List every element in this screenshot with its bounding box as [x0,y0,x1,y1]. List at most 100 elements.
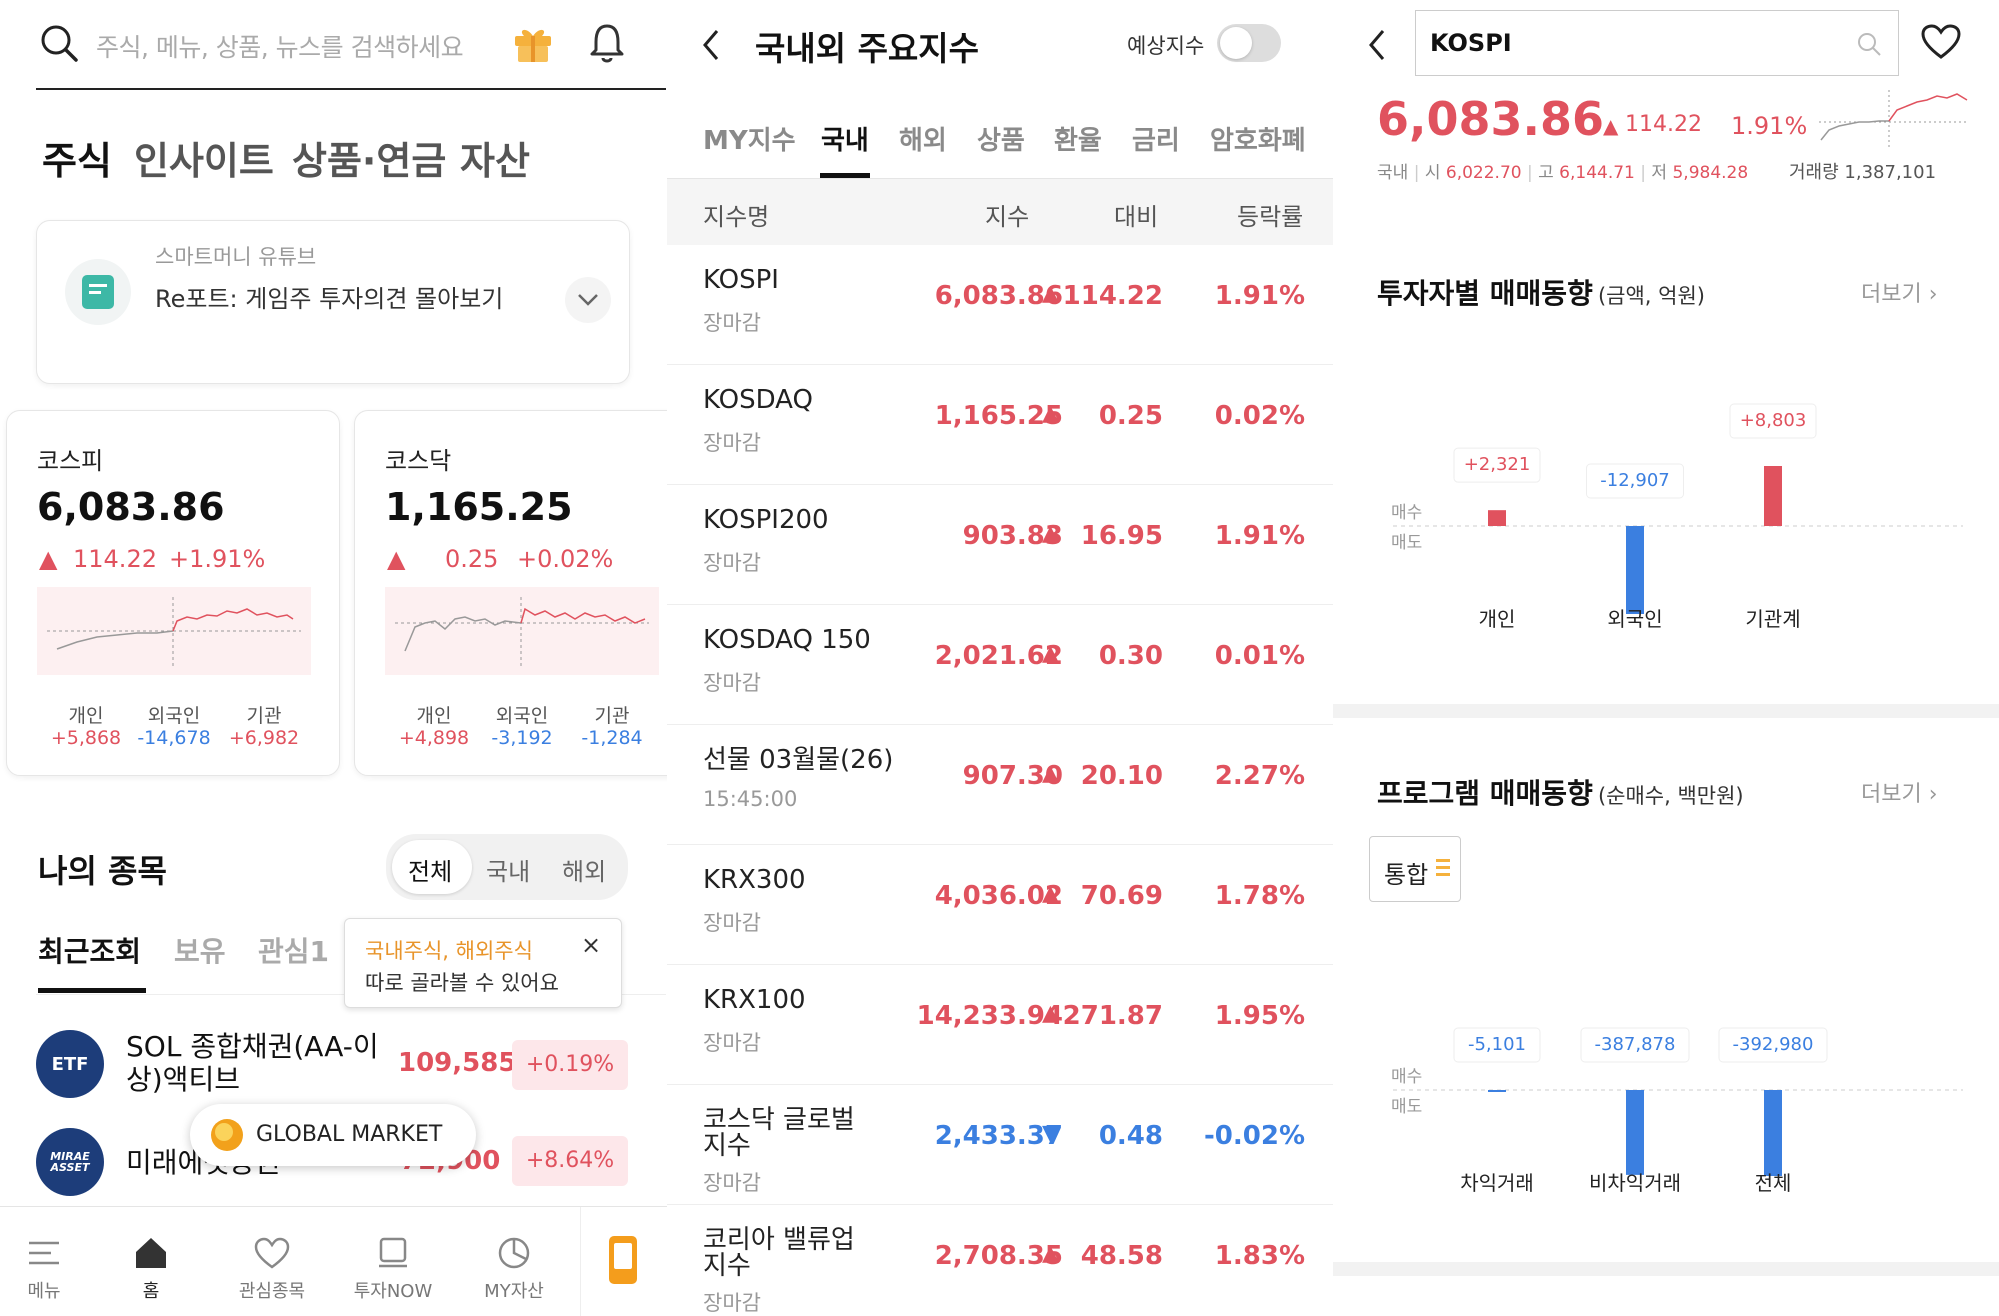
category-label: 차익거래 [1460,1171,1534,1195]
banner-title: Re포트: 게임주 투자의견 몰아보기 [155,285,504,313]
close-icon[interactable]: × [581,931,602,959]
index-pct: 1.91% [1214,521,1305,551]
investor-value: +5,868 [50,727,122,749]
data-label: -12,907 [1600,470,1669,491]
index-row[interactable]: 선물 03월물(26) 15:45:00 907.30 ▲ 20.10 2.27% [667,725,1333,845]
search-icon[interactable] [1856,31,1882,57]
expected-index-toggle[interactable] [1217,24,1281,62]
chevron-right-icon: › [1928,782,1938,807]
tab-rates[interactable]: 금리 [1132,126,1180,156]
index-value: 2,433.37 [934,1121,1063,1151]
tab-indicator [820,173,870,178]
subtab-holdings[interactable]: 보유 [174,935,226,968]
search-input[interactable]: 주식, 메뉴, 상품, 뉴스를 검색하세요 [96,33,464,62]
index-row[interactable]: KOSDAQ 150 장마감 2,021.62 ▲ 0.30 0.01% [667,605,1333,725]
column-header: 지수 [985,203,1030,231]
value-bubble [1453,447,1541,483]
index-card-kosdaq[interactable]: 코스닥 1,165.25 ▲ 0.25 +0.02% 개인 외국인 기관 +4,… [354,410,667,776]
gift-icon[interactable] [512,24,554,64]
tab-assets[interactable]: 자산 [460,139,530,183]
category-label: 개인 [1479,607,1516,631]
tab-crypto[interactable]: 암호화폐 [1210,126,1306,156]
youtube-banner[interactable]: 스마트머니 유튜브 Re포트: 게임주 투자의견 몰아보기 [36,220,630,384]
index-row[interactable]: 코리아 밸류업 지수 장마감 2,708.35 ▲ 48.58 1.83% [667,1205,1333,1316]
global-market-button[interactable]: GLOBAL MARKET [190,1104,476,1166]
section-title: 투자자별 매매동향 [1377,277,1593,310]
chevron-down-icon[interactable] [565,277,611,323]
index-arrow: ▲ [1042,641,1059,666]
kospi-sparkline [1819,90,1969,150]
subtab-watchlist[interactable]: 관심1 [258,935,330,968]
heart-icon [222,1233,322,1273]
tab-my-index[interactable]: MY지수 [703,126,796,156]
index-change: 271.87 [1062,1001,1163,1031]
investor-chart: 매수 매도 +2,321 개인 -12,907 외국인 +8,803 기관계 [1363,360,1999,660]
index-status: 장마감 [703,1031,761,1055]
tab-insight[interactable]: 인사이트 [134,139,274,183]
program-more-link[interactable]: 더보기 › [1861,776,1938,808]
investor-label: 기관 [246,705,282,727]
index-change: 70.69 [1080,881,1163,911]
column-header: 대비 [1114,203,1159,231]
index-pct: -0.02% [1204,1121,1305,1151]
high-label: 고 [1538,163,1554,183]
program-filter-dropdown[interactable]: 통합 [1369,836,1461,902]
back-arrow-icon[interactable] [1367,28,1387,62]
sell-axis-label: 매도 [1391,1097,1422,1117]
subtab-recent[interactable]: 최근조회 [38,935,142,968]
mirae-asset-logo: MIRAE ASSET [36,1128,104,1196]
kospi-search-input[interactable]: KOSPI [1415,10,1899,76]
nav-my-assets[interactable]: MY자산 [464,1233,564,1303]
nav-menu[interactable]: 메뉴 [0,1233,94,1303]
tv-icon [343,1233,443,1273]
bar [1764,1090,1782,1176]
program-section-title: 프로그램 매매동향 (순매수, 백만원) [1377,772,1744,812]
data-label: -392,980 [1733,1034,1814,1055]
tab-commodities[interactable]: 상품 [977,126,1025,156]
back-arrow-icon[interactable] [701,28,721,62]
index-name: KRX100 [703,987,806,1013]
nav-home[interactable]: 홈 [101,1233,201,1303]
index-pct: 1.78% [1214,881,1305,911]
nav-watchlist[interactable]: 관심종목 [222,1233,322,1303]
segment-all[interactable]: 전체 [408,858,453,886]
index-row[interactable]: KRX300 장마감 4,036.02 ▲ 70.69 1.78% [667,845,1333,965]
value-bubble [1580,1027,1690,1063]
index-status: 장마감 [703,911,761,935]
tab-stocks[interactable]: 주식 [42,139,112,183]
index-row[interactable]: KOSPI200 장마감 903.83 ▲ 16.95 1.91% [667,485,1333,605]
tab-overseas[interactable]: 해외 [899,126,947,156]
investor-more-link[interactable]: 더보기 › [1861,276,1938,308]
kospi-change: 114.22 [1625,112,1702,137]
subtab-indicator [38,988,146,993]
index-row[interactable]: 코스닥 글로벌 지수 장마감 2,433.37 ▼ 0.48 -0.02% [667,1085,1333,1205]
heart-icon[interactable] [1921,24,1961,60]
data-label: +2,321 [1464,454,1531,475]
indices-panel: 국내외 주요지수 예상지수 MY지수 국내 해외 상품 환율 금리 암호화폐 지… [667,0,1333,1316]
index-change: 0.25 [1098,401,1163,431]
bell-icon[interactable] [588,22,626,64]
index-pct: 0.02% [1214,401,1305,431]
index-arrow: ▲ [1042,401,1059,426]
tab-fx[interactable]: 환율 [1054,126,1102,156]
search-icon[interactable] [38,22,80,64]
index-row[interactable]: KRX100 장마감 14,233.94 ▲ 271.87 1.95% [667,965,1333,1085]
phone-icon[interactable] [608,1235,638,1285]
stock-name[interactable]: SOL 종합채권(AA-이 상)액티브 [126,1030,379,1096]
global-market-label: GLOBAL MARKET [256,1122,443,1147]
investor-section-title: 투자자별 매매동향 (금액, 억원) [1377,272,1705,312]
tab-products-pension[interactable]: 상품·연금 [292,139,447,183]
tab-domestic[interactable]: 국내 [821,126,869,156]
kospi-price: 6,083.86 [1377,92,1604,146]
segment-overseas[interactable]: 해외 [562,858,607,886]
menu-icon [0,1233,94,1273]
nav-invest-now[interactable]: 투자NOW [343,1233,443,1303]
segment-domestic[interactable]: 국내 [486,858,531,886]
index-card-change: 114.22 [73,545,157,573]
home-icon [101,1233,201,1273]
nav-label: MY자산 [484,1281,544,1302]
index-card-kospi[interactable]: 코스피 6,083.86 ▲ 114.22 +1.91% 개인 외국인 기관 +… [6,410,340,776]
index-row[interactable]: KOSPI 장마감 6,083.86 ▲ 114.22 1.91% [667,245,1333,365]
index-row[interactable]: KOSDAQ 장마감 1,165.25 ▲ 0.25 0.02% [667,365,1333,485]
